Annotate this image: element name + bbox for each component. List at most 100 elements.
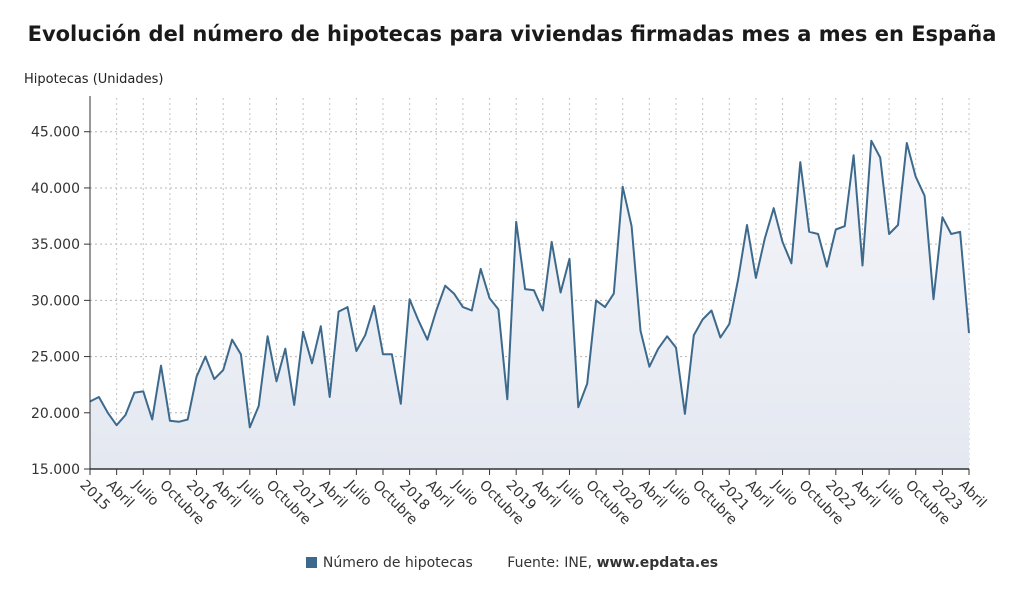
- data-point: [559, 291, 561, 293]
- x-tick-labels: 2015AbrilJulioOctubre2016AbrilJulioOctub…: [76, 469, 989, 528]
- data-point: [115, 424, 117, 426]
- data-point: [835, 228, 837, 230]
- data-point: [435, 309, 437, 311]
- data-point: [710, 309, 712, 311]
- y-axis-label: Hipotecas (Unidades): [24, 72, 164, 87]
- x-tick-label: Julio: [342, 477, 375, 510]
- data-point: [524, 288, 526, 290]
- data-point: [533, 289, 535, 291]
- data-point: [586, 382, 588, 384]
- data-point: [275, 380, 277, 382]
- data-point: [728, 323, 730, 325]
- data-point: [471, 309, 473, 311]
- data-point: [817, 233, 819, 235]
- data-point: [622, 186, 624, 188]
- chart-title: Evolución del número de hipotecas para v…: [27, 22, 997, 46]
- legend: Número de hipotecas Fuente: INE, www.epd…: [0, 555, 1024, 571]
- data-point: [959, 231, 961, 233]
- data-point: [595, 299, 597, 301]
- data-point: [515, 220, 517, 222]
- data-point: [408, 298, 410, 300]
- y-tick-label: 35.000: [31, 237, 80, 253]
- data-point: [133, 391, 135, 393]
- data-point: [320, 325, 322, 327]
- series-line: [89, 139, 970, 429]
- series-line-path: [89, 139, 970, 429]
- x-tick-label: Julio: [875, 477, 908, 510]
- data-point: [249, 426, 251, 428]
- data-point: [826, 265, 828, 267]
- y-tick-label: 15.000: [31, 462, 80, 478]
- data-point: [781, 241, 783, 243]
- data-point: [257, 405, 259, 407]
- data-point: [737, 278, 739, 280]
- data-point: [968, 332, 970, 334]
- data-point: [950, 233, 952, 235]
- data-point: [897, 224, 899, 226]
- data-point: [577, 406, 579, 408]
- data-point: [764, 237, 766, 239]
- data-point: [693, 334, 695, 336]
- legend-label: Número de hipotecas: [322, 555, 473, 571]
- y-tick-label: 30.000: [31, 293, 80, 309]
- data-point: [337, 310, 339, 312]
- data-point: [852, 154, 854, 156]
- x-tick-label: Julio: [555, 477, 588, 510]
- data-point: [266, 335, 268, 337]
- data-point: [701, 318, 703, 320]
- data-point: [719, 336, 721, 338]
- series-area: [90, 140, 969, 469]
- data-point: [657, 348, 659, 350]
- data-point: [240, 353, 242, 355]
- data-point: [684, 413, 686, 415]
- data-point: [488, 297, 490, 299]
- x-tick-label: Julio: [235, 477, 268, 510]
- data-point: [808, 231, 810, 233]
- data-point: [346, 306, 348, 308]
- data-point: [311, 362, 313, 364]
- axes: [89, 96, 969, 470]
- data-point: [630, 225, 632, 227]
- data-point: [453, 292, 455, 294]
- data-point: [542, 309, 544, 311]
- data-point: [861, 264, 863, 266]
- data-point: [355, 350, 357, 352]
- x-tick-label: Julio: [662, 477, 695, 510]
- data-point: [160, 364, 162, 366]
- data-point: [169, 419, 171, 421]
- area-fill: [90, 140, 969, 469]
- data-point: [639, 330, 641, 332]
- data-point: [186, 418, 188, 420]
- data-point: [444, 285, 446, 287]
- data-point: [613, 292, 615, 294]
- data-point: [142, 390, 144, 392]
- data-point: [213, 378, 215, 380]
- data-point: [204, 355, 206, 357]
- data-point: [870, 140, 872, 142]
- data-point: [364, 334, 366, 336]
- data-point: [888, 233, 890, 235]
- data-point: [479, 268, 481, 270]
- data-point: [284, 348, 286, 350]
- data-point: [124, 414, 126, 416]
- data-point: [790, 262, 792, 264]
- y-tick-label: 20.000: [31, 406, 80, 422]
- legend-swatch: [305, 557, 317, 568]
- data-point: [151, 418, 153, 420]
- data-point: [923, 195, 925, 197]
- data-point: [799, 161, 801, 163]
- data-point: [107, 412, 109, 414]
- data-point: [426, 339, 428, 341]
- source-label: Fuente: INE,: [507, 555, 593, 571]
- data-point: [755, 277, 757, 279]
- data-point: [497, 308, 499, 310]
- data-point: [391, 353, 393, 355]
- y-tick-label: 45.000: [31, 125, 80, 141]
- data-point: [98, 396, 100, 398]
- y-tick-label: 40.000: [31, 181, 80, 197]
- data-point: [506, 398, 508, 400]
- source-site: www.epdata.es: [596, 555, 719, 571]
- data-point: [400, 403, 402, 405]
- data-point: [915, 175, 917, 177]
- data-point: [932, 298, 934, 300]
